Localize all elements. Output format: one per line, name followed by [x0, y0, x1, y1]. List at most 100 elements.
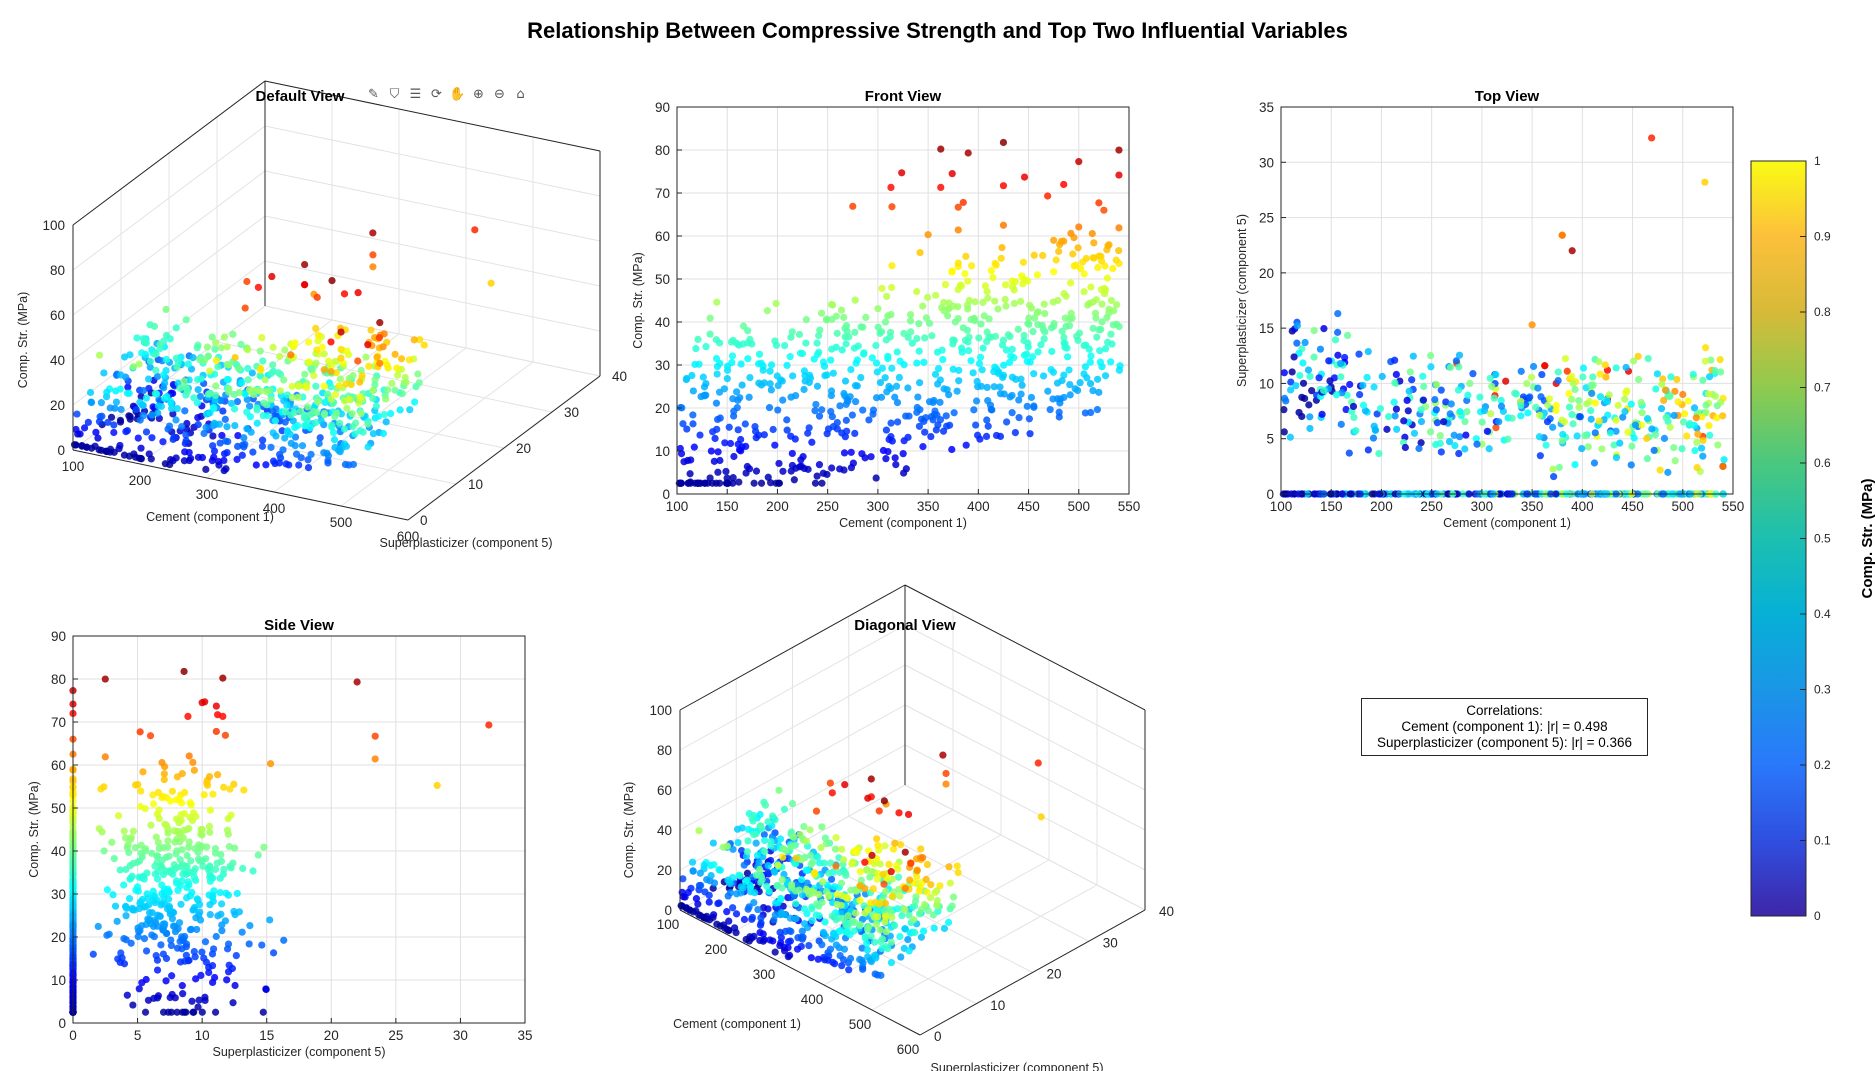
front-point — [984, 422, 992, 430]
side-point — [89, 950, 97, 958]
colorbar-tick-label: 0.5 — [1814, 532, 1831, 546]
top-point — [1403, 396, 1411, 405]
pan-icon[interactable]: ✋ — [449, 87, 466, 102]
top-point — [1359, 381, 1367, 390]
diagonal-point — [901, 906, 909, 914]
front-point — [919, 302, 927, 310]
side-x-tick-label: 5 — [134, 1028, 142, 1043]
front-point — [1060, 333, 1068, 342]
side-point — [149, 800, 158, 808]
top-point — [1569, 379, 1577, 388]
front-point — [1103, 274, 1111, 282]
diagonal-point — [819, 878, 827, 886]
default-point — [304, 464, 313, 472]
side-point — [195, 900, 204, 909]
side-x-tick-label: 15 — [259, 1028, 274, 1043]
front-point — [1062, 292, 1070, 300]
top-point — [1337, 373, 1345, 381]
top-point — [1558, 437, 1566, 445]
default-point — [382, 418, 390, 426]
diagonal-point — [792, 860, 800, 868]
default-point — [235, 365, 243, 373]
top-point — [1504, 435, 1512, 443]
diagonal-point — [686, 906, 694, 914]
top-point — [1690, 404, 1699, 412]
default-point — [269, 457, 278, 465]
diagonal-x-tick-label: 100 — [657, 917, 680, 932]
default-point — [398, 390, 407, 398]
side-point — [433, 781, 441, 790]
front-point — [713, 362, 721, 371]
home-icon[interactable]: ⌂ — [516, 87, 525, 102]
front-point — [1081, 409, 1089, 417]
top-ylabel: Superplasticizer (component 5) — [1235, 214, 1249, 387]
front-x-tick-label: 150 — [716, 499, 739, 514]
brush-icon[interactable]: ✎ — [368, 87, 379, 102]
front-point — [760, 379, 768, 387]
datatip-icon[interactable]: ⛉ — [389, 87, 400, 102]
diagonal-point — [924, 907, 932, 915]
zoom-out-icon[interactable]: ⊖ — [494, 87, 505, 102]
top-point — [1643, 414, 1652, 423]
front-point — [702, 343, 710, 351]
top-point — [1419, 372, 1427, 380]
top-point — [1342, 405, 1350, 414]
default-point — [154, 402, 163, 410]
front-point — [878, 284, 886, 293]
side-point — [171, 994, 179, 1002]
top-point — [1651, 431, 1660, 439]
front-point — [959, 324, 967, 332]
front-point — [936, 398, 944, 406]
axes-toolbar[interactable]: ✎ ⛉ ☰ ⟳ ✋ ⊕ ⊖ ⌂ — [364, 85, 530, 105]
diagonal-point — [864, 906, 872, 914]
top-point — [1702, 401, 1710, 409]
top-point — [1637, 398, 1645, 407]
top-point — [1419, 396, 1428, 404]
diagonal-point — [787, 842, 796, 851]
diagonal-point — [904, 935, 912, 944]
front-point — [1039, 372, 1048, 380]
front-point — [699, 373, 707, 381]
front-point — [783, 361, 791, 369]
default-point — [215, 461, 223, 469]
front-point — [689, 420, 697, 428]
legend-icon[interactable]: ☰ — [409, 87, 422, 102]
default-point — [181, 407, 189, 415]
default-y-tick-label: 30 — [564, 405, 579, 420]
default-point — [369, 394, 377, 403]
top-point — [1486, 374, 1494, 382]
top-point — [1683, 432, 1691, 440]
zoom-in-icon[interactable]: ⊕ — [473, 87, 484, 102]
colorbar-tick-label: 0.9 — [1814, 230, 1831, 244]
default-point — [313, 409, 321, 417]
rotate-icon[interactable]: ⟳ — [431, 87, 442, 102]
colorbar-tick-label: 0.4 — [1814, 607, 1831, 621]
side-point — [254, 851, 262, 859]
diagonal-point — [754, 905, 762, 914]
diagonal-point — [861, 885, 869, 893]
front-point — [760, 431, 768, 439]
diagonal-point — [888, 892, 896, 900]
front-point — [713, 370, 721, 378]
side-point — [180, 667, 188, 676]
diagonal-x-axis — [679, 909, 921, 1036]
front-point — [838, 429, 846, 437]
default-point — [184, 388, 192, 396]
top-point — [1563, 367, 1571, 375]
top-point — [1391, 412, 1399, 420]
diagonal-point — [737, 883, 745, 891]
diagonal-point — [786, 937, 795, 945]
top-point — [1701, 344, 1710, 352]
front-point — [757, 479, 766, 487]
diagonal-point — [866, 956, 874, 964]
side-point — [246, 921, 254, 930]
default-point — [329, 429, 338, 437]
diagonal-x-tick-label: 300 — [753, 967, 776, 982]
top-point — [1616, 439, 1624, 447]
diagonal-point — [940, 924, 949, 933]
top-point — [1559, 430, 1567, 439]
top-point — [1334, 309, 1342, 318]
front-point — [743, 462, 751, 471]
top-point — [1558, 231, 1566, 239]
front-point — [1081, 363, 1090, 371]
